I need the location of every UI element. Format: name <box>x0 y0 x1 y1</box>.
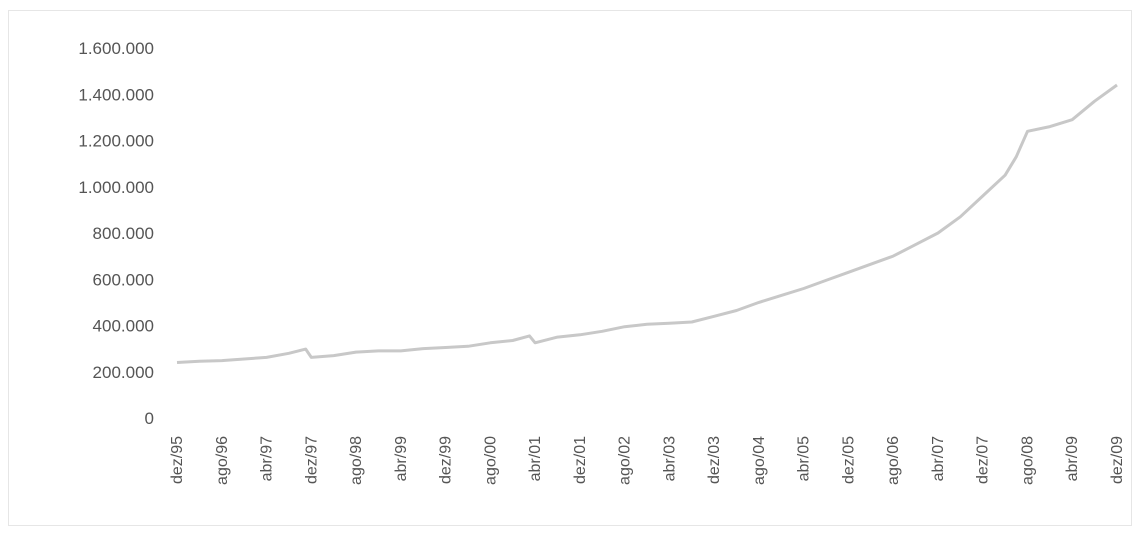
x-tick-label: dez/03 <box>706 436 723 484</box>
x-tick-label: dez/99 <box>438 436 455 484</box>
x-tick-label: ago/08 <box>1019 436 1036 485</box>
y-axis: 0 200.000 400.000 600.000 800.000 1.000.000 1.… <box>78 39 154 428</box>
x-tick-label: ago/04 <box>751 436 768 485</box>
chart-frame <box>8 10 1132 526</box>
y-tick-label: 1.200.000 <box>78 132 154 151</box>
x-tick-label: ago/96 <box>214 436 231 485</box>
y-tick-label: 0 <box>145 409 154 428</box>
y-tick-label: 600.000 <box>93 270 154 289</box>
x-tick-label: ago/06 <box>885 436 902 485</box>
x-tick-label: dez/09 <box>1109 436 1126 484</box>
y-tick-label: 1.000.000 <box>78 178 154 197</box>
x-axis: dez/95 ago/96 abr/97 dez/97 ago/98 abr/99 dez/… <box>169 436 1126 485</box>
y-tick-label: 200.000 <box>93 363 154 382</box>
y-tick-label: 400.000 <box>93 317 154 336</box>
x-tick-label: abr/09 <box>1064 436 1081 481</box>
x-tick-label: abr/97 <box>259 436 276 481</box>
x-tick-label: dez/97 <box>303 436 320 484</box>
x-tick-label: abr/01 <box>527 436 544 481</box>
series-line <box>176 83 1118 364</box>
y-tick-label: 1.600.000 <box>78 39 154 58</box>
x-tick-label: abr/05 <box>796 436 813 481</box>
x-tick-label: ago/00 <box>482 436 499 485</box>
x-tick-label: abr/07 <box>930 436 947 481</box>
plot-area <box>176 83 1118 364</box>
y-tick-label: 800.000 <box>93 224 154 243</box>
x-tick-label: dez/05 <box>840 436 857 484</box>
x-tick-label: dez/07 <box>975 436 992 484</box>
x-tick-label: ago/02 <box>617 436 634 485</box>
x-tick-label: abr/03 <box>661 436 678 481</box>
y-tick-label: 1.400.000 <box>78 85 154 104</box>
x-tick-label: abr/99 <box>393 436 410 481</box>
x-tick-label: dez/95 <box>169 436 186 484</box>
x-tick-label: ago/98 <box>348 436 365 485</box>
x-tick-label: dez/01 <box>572 436 589 484</box>
